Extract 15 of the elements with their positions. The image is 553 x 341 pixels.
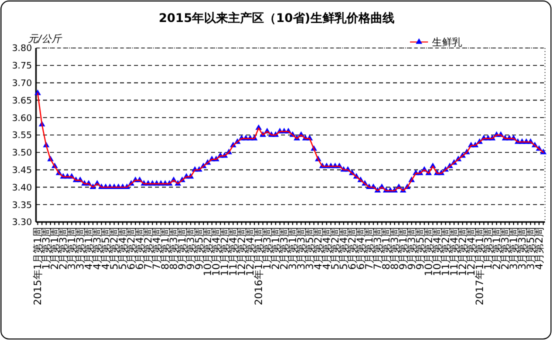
chart-title: 2015年以来主产区（10省)生鲜乳价格曲线 bbox=[158, 11, 394, 25]
legend-label: 生鲜乳 bbox=[432, 36, 462, 48]
y-tick-label: 3.35 bbox=[12, 200, 32, 211]
y-tick-label: 3.60 bbox=[12, 114, 32, 124]
y-tick-label: 3.65 bbox=[12, 96, 32, 106]
y-tick-label: 3.50 bbox=[12, 148, 32, 159]
y-tick-label: 3.55 bbox=[12, 131, 32, 142]
y-axis-title: 元/公斤 bbox=[28, 33, 62, 45]
y-tick-label: 3.75 bbox=[12, 62, 32, 72]
y-tick-label: 3.70 bbox=[12, 78, 32, 89]
x-tick-label: 4月第2周 bbox=[534, 227, 546, 270]
y-tick-label: 3.40 bbox=[12, 183, 32, 194]
y-tick-label: 3.45 bbox=[12, 166, 32, 176]
y-tick-label: 3.80 bbox=[12, 44, 32, 54]
y-tick-label: 3.30 bbox=[12, 218, 32, 228]
